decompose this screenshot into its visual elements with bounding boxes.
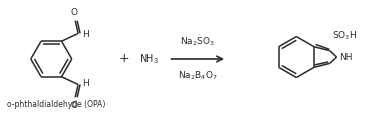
Text: Na$_2$SO$_3$: Na$_2$SO$_3$ <box>180 36 215 48</box>
Text: O: O <box>71 8 78 17</box>
Text: +: + <box>118 53 129 66</box>
Text: NH$_3$: NH$_3$ <box>139 52 159 66</box>
Text: o-phthaldialdehyde (OPA): o-phthaldialdehyde (OPA) <box>7 100 106 109</box>
Text: NH: NH <box>340 53 353 62</box>
Text: SO$_3$H: SO$_3$H <box>332 29 357 42</box>
Text: Na$_2$B$_4$O$_7$: Na$_2$B$_4$O$_7$ <box>178 70 218 82</box>
Text: O: O <box>71 101 78 110</box>
Text: H: H <box>82 30 89 39</box>
Text: H: H <box>82 79 89 88</box>
